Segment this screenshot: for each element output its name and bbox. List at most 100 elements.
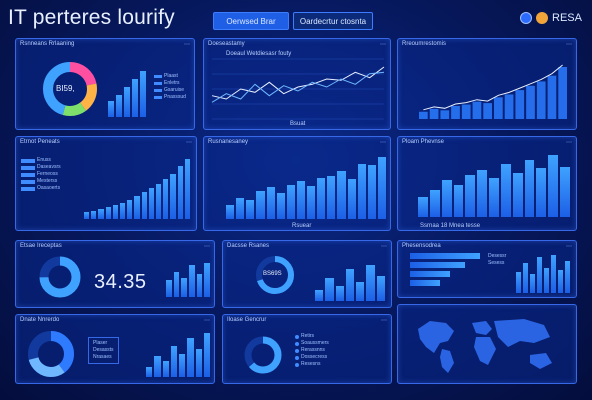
panel-title: Dnate Nnrerdo [20, 317, 60, 323]
bar [356, 281, 365, 301]
bar [453, 184, 464, 217]
panel-subtitle: Doeaul Wetdiesasr fouty [226, 51, 292, 57]
bar [307, 185, 316, 219]
bar [124, 87, 130, 117]
bar [357, 163, 366, 219]
area-column [419, 111, 428, 119]
user-icon[interactable] [520, 12, 533, 24]
bar [345, 269, 355, 301]
tab-overview[interactable]: Oerwsed Brar [213, 12, 289, 30]
more-icon[interactable]: ⋯ [566, 244, 572, 250]
bar [184, 159, 191, 219]
tab-bar: Oerwsed Brar Oardecrtur ctosnta [213, 12, 373, 30]
more-icon[interactable]: ⋯ [566, 42, 572, 48]
kpi-value: 34.35 [94, 271, 147, 293]
area-column [472, 101, 482, 119]
bar-chart [146, 333, 210, 377]
panel-9: Phesensodrea ⋯ Desessr Sesess [397, 240, 577, 298]
panel-title: Rusnanesaney [208, 139, 249, 145]
panel-footer: Rsuear [292, 223, 312, 229]
line-chart [211, 58, 385, 120]
bar [120, 202, 126, 219]
bar [296, 181, 305, 219]
area-column [483, 103, 492, 119]
hbar [410, 280, 440, 286]
bar [418, 196, 428, 217]
panel-7: Etsae Ireceptas ⋯ 34.35 [15, 240, 215, 308]
legend: Plaast Enletrs Gsaruise Pnasssud [154, 73, 186, 101]
bar [226, 205, 235, 219]
bar [377, 157, 386, 219]
area-column [440, 110, 450, 119]
bar [286, 184, 295, 219]
more-icon[interactable]: ⋯ [380, 140, 386, 146]
panel-title: Rsnneans Rrlaaning [20, 41, 75, 47]
bar [170, 345, 177, 377]
bar [189, 265, 195, 297]
bar [84, 212, 90, 219]
panel-footer: Ssrnaa 18 Mnea tesse [420, 223, 481, 229]
avatar-icon[interactable] [536, 12, 549, 24]
panel-5: Rusnanesaney ⋯ Rsuear [203, 136, 391, 231]
hbar [410, 262, 465, 268]
legend: Retirs Soaussmers Rerassnns Dossecress R… [295, 333, 329, 368]
bar [236, 198, 245, 219]
area-column [526, 85, 535, 119]
bar [516, 271, 521, 293]
more-icon[interactable]: ⋯ [204, 318, 210, 324]
bar [98, 209, 104, 219]
bar [154, 356, 161, 377]
bar [112, 205, 119, 219]
bar [132, 79, 138, 117]
bar-chart [166, 263, 211, 297]
donut-chart [244, 336, 282, 374]
bar [134, 195, 140, 219]
more-icon[interactable]: ⋯ [184, 42, 190, 48]
bar [548, 155, 559, 217]
more-icon[interactable]: ⋯ [381, 318, 387, 324]
bar [146, 366, 153, 377]
panel-title: Etrnot Peneats [20, 139, 60, 145]
bar-chart [418, 155, 570, 217]
more-icon[interactable]: ⋯ [566, 140, 572, 146]
panel-title: Iloase Gencrur [227, 317, 267, 323]
panel-6: Ploam Phevnse ⋯ Ssrnaa 18 Mnea tesse [397, 136, 577, 231]
panel-8: Dacsse Rsanes ⋯ BS69S [222, 240, 392, 308]
bar [524, 160, 535, 217]
bar-chart [226, 157, 386, 219]
panel-12-world-map [397, 304, 577, 384]
bar [558, 269, 563, 293]
bar [195, 348, 202, 377]
bar [266, 187, 275, 219]
bar [187, 338, 194, 377]
bar [196, 273, 203, 297]
tab-details[interactable]: Oardecrtur ctosnta [293, 12, 373, 30]
header-right: RESA [520, 12, 582, 24]
donut-label: BI59, [56, 84, 75, 93]
more-icon[interactable]: ⋯ [204, 244, 210, 250]
panel-title: Ploam Phevnse [402, 139, 445, 145]
bar [335, 286, 344, 301]
bar [367, 165, 376, 219]
panel-4: Etrnot Peneats ⋯ Enuss Daseavsrs Ferneos… [15, 136, 197, 231]
bar [551, 255, 556, 293]
legend: Desessr Sesess [488, 253, 507, 266]
bar [560, 167, 570, 217]
bar [347, 179, 356, 219]
bar [441, 179, 452, 217]
bar [512, 172, 523, 217]
more-icon[interactable]: ⋯ [186, 140, 192, 146]
bar [177, 165, 183, 219]
more-icon[interactable]: ⋯ [381, 244, 387, 250]
bar [477, 169, 488, 217]
bar [315, 290, 324, 301]
area-column [536, 81, 546, 119]
brand-label: RESA [552, 12, 582, 24]
hbar [410, 253, 480, 259]
bar [317, 177, 326, 219]
bar [170, 174, 176, 219]
series-line [211, 66, 385, 100]
more-icon[interactable]: ⋯ [380, 42, 386, 48]
panel-3: Rreoumrestomis ⋯ [397, 38, 577, 130]
bar [105, 206, 111, 219]
